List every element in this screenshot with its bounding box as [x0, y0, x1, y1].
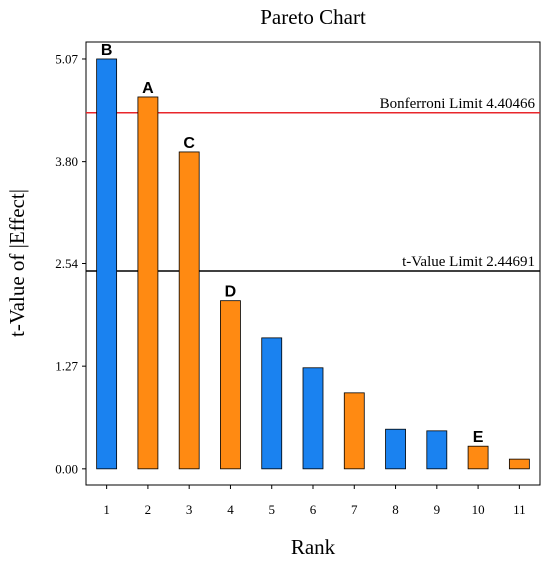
y-axis: 0.00 1.27 2.54 3.80 5.07 [55, 51, 86, 476]
x-tick-label: 7 [351, 502, 358, 517]
bar-series: B A C D E [96, 42, 530, 470]
bar [302, 367, 324, 470]
bar-label: C [183, 135, 195, 152]
x-tick-label: 8 [392, 502, 399, 517]
bar [508, 458, 530, 470]
limit-label: Bonferroni Limit 4.40466 [380, 96, 536, 112]
bar-label: B [101, 42, 113, 59]
x-tick-label: 9 [434, 502, 441, 517]
y-tick-label: 1.27 [55, 359, 78, 374]
y-axis-title: t-Value of |Effect| [5, 189, 29, 337]
limit-lines: Bonferroni Limit 4.40466 t-Value Limit 2.… [86, 96, 540, 272]
bar-label: A [142, 80, 154, 97]
bar [178, 151, 200, 470]
x-tick-label: 11 [513, 502, 526, 517]
x-tick-label: 3 [186, 502, 193, 517]
x-tick-label: 2 [145, 502, 152, 517]
x-tick-label: 10 [472, 502, 485, 517]
limit-label: t-Value Limit 2.44691 [402, 254, 535, 270]
y-tick-label: 3.80 [55, 154, 78, 169]
bar [96, 58, 118, 470]
x-axis: 1 2 3 4 5 6 7 8 9 10 11 [103, 485, 526, 517]
bar [261, 337, 283, 470]
bar [467, 445, 489, 470]
chart-title: Pareto Chart [260, 5, 366, 29]
bar [385, 428, 406, 470]
bar [137, 96, 159, 470]
y-tick-label: 5.07 [55, 51, 78, 66]
x-axis-title: Rank [291, 535, 336, 559]
bar-label: E [473, 429, 484, 446]
bar [343, 392, 365, 470]
bar [426, 430, 448, 470]
bar [220, 300, 241, 470]
x-tick-label: 6 [310, 502, 317, 517]
x-tick-label: 5 [268, 502, 275, 517]
y-tick-label: 0.00 [55, 461, 78, 476]
bar-label: D [225, 284, 237, 301]
y-tick-label: 2.54 [55, 256, 78, 271]
x-tick-label: 4 [227, 502, 234, 517]
x-tick-label: 1 [103, 502, 110, 517]
